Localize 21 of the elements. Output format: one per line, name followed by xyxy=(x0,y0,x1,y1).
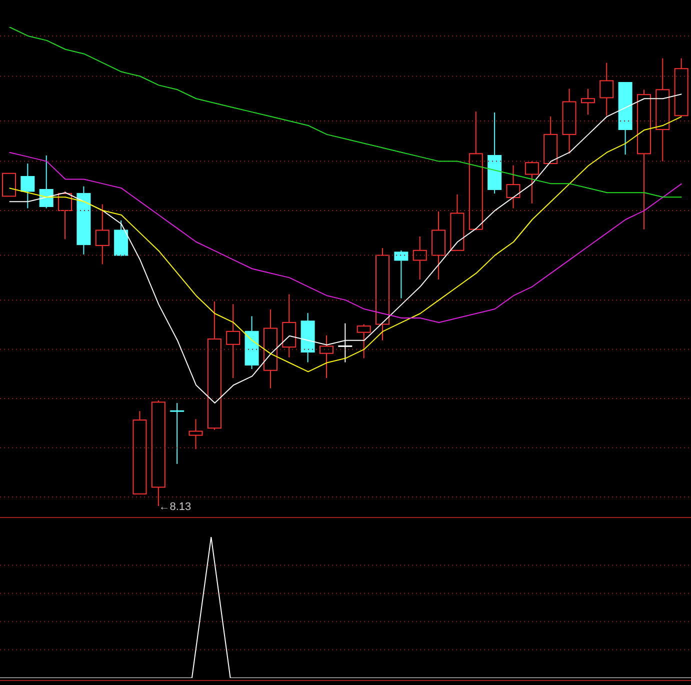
candlestick xyxy=(506,164,520,209)
candlestick xyxy=(95,204,110,265)
candlestick xyxy=(319,334,334,378)
candlestick xyxy=(282,294,296,358)
candlestick xyxy=(263,308,278,389)
candlestick xyxy=(636,89,651,230)
candlestick xyxy=(76,186,91,255)
candlestick xyxy=(169,402,185,464)
candlestick xyxy=(300,312,315,363)
candlestick xyxy=(20,163,35,209)
candlestick xyxy=(432,210,446,280)
candlestick xyxy=(562,88,576,154)
candlestick xyxy=(580,88,595,116)
candlestick xyxy=(376,248,390,341)
annotation: ←8.13 xyxy=(158,500,192,513)
candlestick xyxy=(226,304,240,378)
candlestick xyxy=(412,236,427,280)
candlestick xyxy=(188,418,203,450)
candlestick xyxy=(337,322,353,363)
candlestick xyxy=(600,62,614,116)
candlestick xyxy=(656,58,670,162)
